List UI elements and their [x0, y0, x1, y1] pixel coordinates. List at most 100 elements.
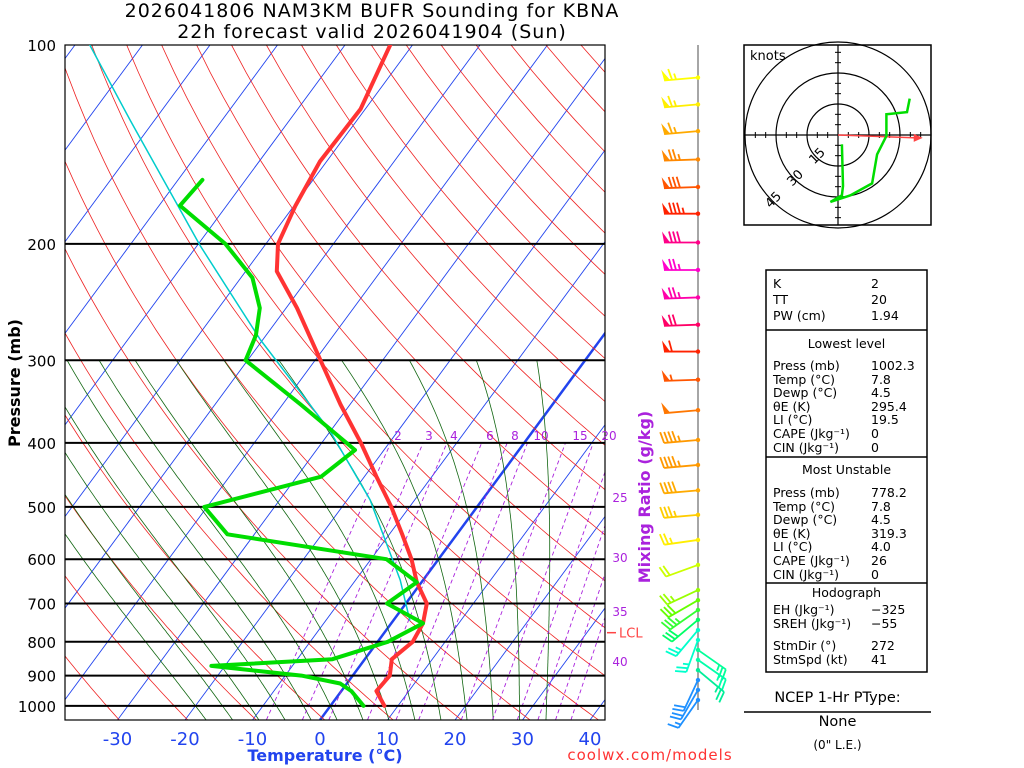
- wind-barb: [662, 617, 701, 643]
- pressure-tick-label: 900: [27, 668, 56, 686]
- barb-shaft: [663, 186, 699, 190]
- barb-full: [667, 95, 673, 107]
- wind-barb: [660, 607, 701, 631]
- barb-full: [659, 506, 665, 519]
- mixing-ratio-line: [492, 442, 594, 720]
- isotherm-line: [184, 149, 605, 720]
- barb-full: [666, 604, 677, 614]
- barb-full: [664, 619, 675, 628]
- mixing-ratio-label: 15: [572, 429, 587, 443]
- pressure-tick-label: 800: [27, 634, 56, 652]
- barb-station-dot: [695, 377, 701, 382]
- mixing-ratio-line: [460, 442, 566, 720]
- barb-station-dot: [695, 408, 701, 413]
- barb-station-dot: [695, 697, 701, 703]
- barb-full: [667, 314, 673, 326]
- stat-label: Dewp (°C): [773, 385, 838, 401]
- barb-half: [714, 686, 719, 693]
- barb-station-dot: [695, 211, 701, 216]
- isotherm-line: [252, 240, 605, 720]
- barb-shaft: [666, 589, 699, 606]
- wind-barb: [661, 149, 701, 162]
- chart-title-line1: 2026041806 NAM3KM BUFR Sounding for KBNA: [125, 0, 620, 22]
- wind-barb: [667, 697, 701, 729]
- barb-full: [663, 431, 669, 443]
- barb-full: [662, 565, 671, 576]
- barb-station-dot: [695, 512, 701, 518]
- pressure-tick-label: 600: [27, 551, 56, 569]
- barb-full: [658, 566, 667, 578]
- wind-barb: [659, 587, 701, 606]
- stat-label: θE (K): [773, 525, 811, 541]
- mixing-ratio-label: 2: [394, 429, 402, 443]
- mixing-ratio-label: 10: [533, 429, 548, 443]
- barb-station-dot: [695, 240, 701, 245]
- mixing-ratio-label: 8: [511, 429, 519, 443]
- stat-label: K: [773, 276, 782, 291]
- mixing-ratio-label: 20: [601, 429, 616, 443]
- mixing-ratio-label: 4: [450, 429, 458, 443]
- temperature-trace: [274, 45, 429, 708]
- pressure-tick-label: 100: [27, 37, 56, 55]
- stat-value: 26: [871, 553, 887, 568]
- barb-station-dot: [695, 102, 701, 107]
- section-header: Hodograph: [811, 585, 882, 600]
- barb-station-dot: [695, 597, 701, 603]
- barb-flag: [662, 340, 670, 352]
- stats-frame: [765, 269, 928, 673]
- barb-half: [669, 537, 674, 544]
- isotherm-line: [65, 45, 548, 701]
- barb-full: [721, 679, 727, 691]
- temperature-tick-label: -30: [103, 729, 132, 750]
- barb-station-dot: [695, 657, 701, 663]
- stat-label: SREH (Jkg⁻¹): [773, 616, 852, 631]
- dry-adiabat-line: [65, 655, 120, 720]
- barb-full: [671, 176, 677, 189]
- stat-label: Press (mb): [773, 485, 840, 500]
- mixing-ratio-label: 3: [425, 429, 433, 443]
- moist-adiabat-line: [175, 360, 390, 720]
- stat-label: LI (°C): [773, 539, 813, 555]
- barb-station-dot: [695, 617, 701, 623]
- barb-flag: [661, 369, 671, 381]
- barb-full: [674, 670, 687, 673]
- stat-value: 4.0: [871, 539, 891, 555]
- temperature-tick-label: -20: [170, 729, 199, 750]
- moist-adiabat-line: [65, 533, 207, 720]
- moist-adiabat-line: [134, 360, 364, 720]
- barb-half: [677, 263, 681, 271]
- stat-label: Temp (°C): [773, 498, 836, 514]
- ptype-title: NCEP 1-Hr PType:: [774, 690, 901, 706]
- isotherm-line: [65, 45, 278, 335]
- dry-adiabat-line: [126, 45, 605, 629]
- barb-full: [672, 258, 677, 271]
- stat-label: CIN (Jkg⁻¹): [773, 566, 839, 582]
- barb-shaft: [680, 689, 699, 720]
- wind-barb: [662, 258, 701, 273]
- temperature-tick-label: 20: [444, 729, 467, 750]
- wind-barb: [661, 95, 701, 109]
- barb-shaft: [697, 669, 725, 693]
- barb-shaft: [665, 564, 699, 578]
- stat-value: 19.5: [871, 412, 899, 428]
- barb-shaft: [664, 539, 699, 546]
- barb-full: [673, 704, 686, 709]
- stat-value: 20: [871, 292, 887, 307]
- barb-shaft: [664, 439, 699, 444]
- stat-value: −325: [871, 602, 906, 617]
- barb-full: [671, 712, 684, 717]
- barb-flag: [661, 402, 671, 414]
- barb-station-dot: [695, 437, 701, 443]
- barb-full: [667, 723, 679, 729]
- stats-panel: [744, 269, 931, 713]
- wind-barb: [695, 657, 727, 691]
- stat-value: 7.8: [871, 371, 891, 387]
- barb-full: [669, 715, 682, 721]
- temperature-tick-label: 10: [376, 729, 399, 750]
- barb-full: [668, 258, 673, 271]
- barb-station-dot: [695, 295, 701, 300]
- barb-half: [681, 207, 685, 214]
- barb-full: [663, 506, 669, 518]
- stat-label: EH (Jkg⁻¹): [773, 602, 835, 617]
